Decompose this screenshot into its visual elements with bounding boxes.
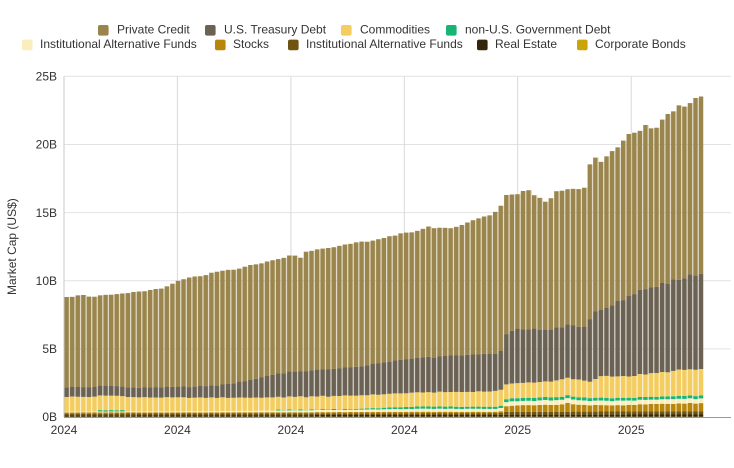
svg-text:2025: 2025 (618, 423, 645, 437)
svg-text:2024: 2024 (391, 423, 418, 437)
svg-text:20B: 20B (36, 138, 57, 152)
svg-text:0B: 0B (42, 410, 57, 424)
svg-text:5B: 5B (42, 342, 57, 356)
svg-text:2025: 2025 (504, 423, 531, 437)
svg-text:Institutional Alternative Fund: Institutional Alternative Funds (306, 37, 463, 51)
svg-text:U.S. Treasury Debt: U.S. Treasury Debt (224, 22, 327, 36)
svg-text:2024: 2024 (164, 423, 191, 437)
svg-text:Corporate Bonds: Corporate Bonds (595, 37, 686, 51)
svg-text:Real Estate: Real Estate (495, 37, 557, 51)
svg-text:2024: 2024 (278, 423, 305, 437)
svg-text:non-U.S. Government Debt: non-U.S. Government Debt (465, 22, 611, 36)
svg-text:Commodities: Commodities (360, 22, 430, 36)
svg-text:Private Credit: Private Credit (117, 22, 190, 36)
svg-text:15B: 15B (36, 206, 57, 220)
svg-text:25B: 25B (36, 70, 57, 84)
svg-text:Institutional Alternative Fund: Institutional Alternative Funds (40, 37, 197, 51)
svg-text:Stocks: Stocks (233, 37, 269, 51)
svg-text:Market Cap (US$): Market Cap (US$) (5, 198, 19, 295)
svg-text:10B: 10B (36, 274, 57, 288)
svg-text:2024: 2024 (51, 423, 78, 437)
